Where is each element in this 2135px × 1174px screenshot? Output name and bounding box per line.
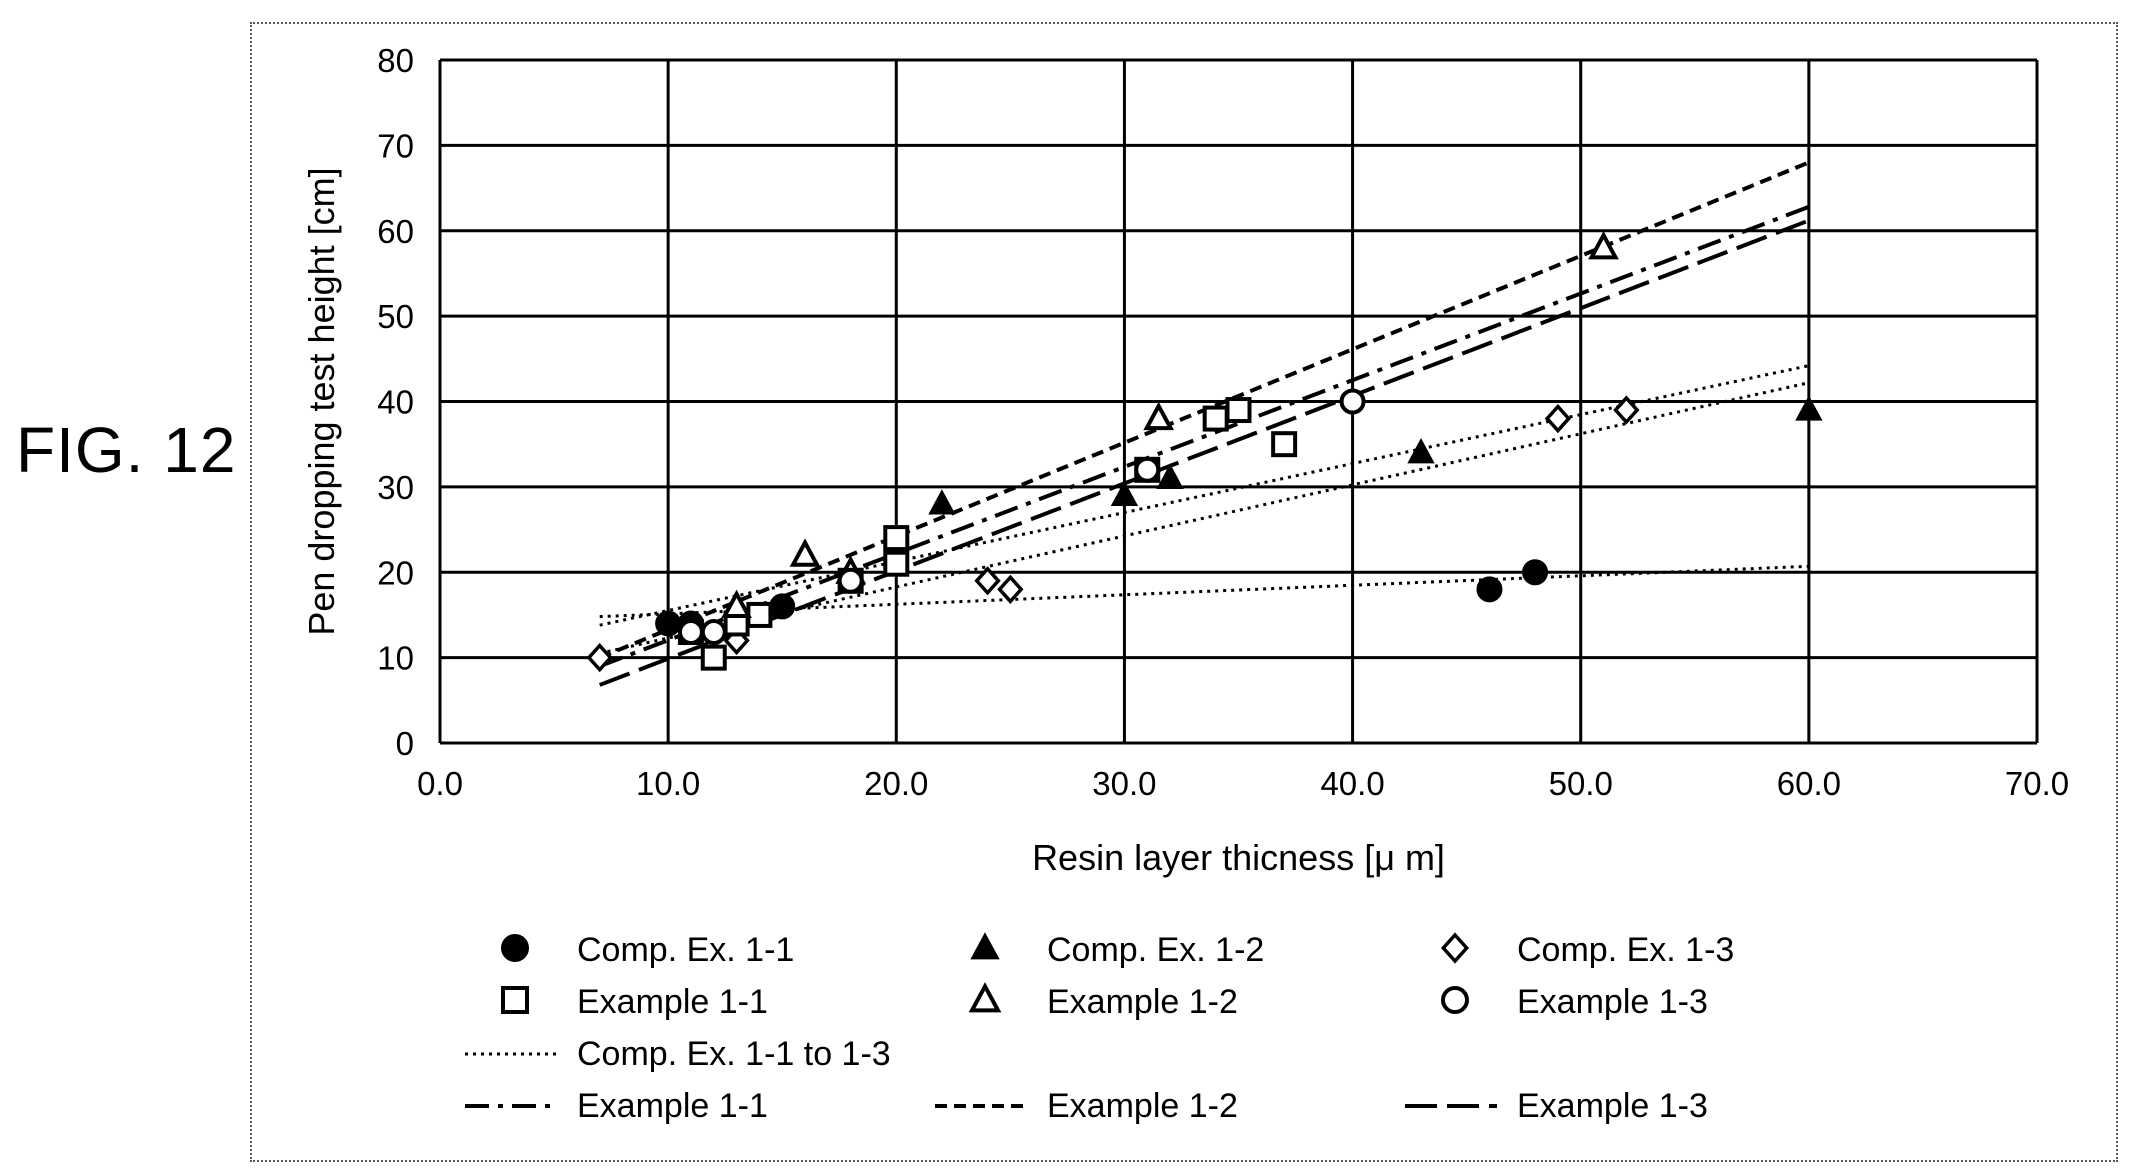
y-tick-label: 50: [377, 298, 414, 335]
legend-icon-open-diamond: [1440, 932, 1470, 964]
x-axis-title: Resin layer thicness [μ m]: [1032, 837, 1445, 878]
x-tick-label: 60.0: [1777, 765, 1841, 802]
legend-label: Example 1-2: [1047, 1087, 1238, 1125]
x-tick-label: 30.0: [1092, 765, 1156, 802]
y-tick-label: 30: [377, 469, 414, 506]
trendline-long-dash: [598, 218, 1810, 687]
y-tick-label: 70: [377, 127, 414, 164]
data-point-open-square: [1225, 397, 1252, 424]
data-point-open-diamond: [974, 566, 1001, 596]
y-tick-label: 0: [396, 725, 414, 762]
chart-frame: [250, 22, 2118, 1162]
legend-label: Comp. Ex. 1-2: [1047, 931, 1264, 969]
legend-label: Example 1-3: [1517, 983, 1708, 1021]
data-point-open-circle: [1134, 456, 1161, 483]
data-point-open-square: [883, 525, 910, 552]
legend-label: Comp. Ex. 1-3: [1517, 931, 1734, 969]
legend-icon-open-square: [501, 986, 529, 1014]
data-point-open-triangle: [1588, 231, 1619, 260]
data-point-open-square: [700, 644, 727, 671]
x-tick-label: 70.0: [2005, 765, 2069, 802]
data-point-open-diamond: [997, 574, 1024, 604]
data-point-open-circle: [677, 619, 704, 646]
x-tick-label: 50.0: [1549, 765, 1613, 802]
data-point-open-triangle: [1143, 401, 1175, 431]
legend-label: Comp. Ex. 1-1 to 1-3: [577, 1035, 891, 1073]
legend-icon-open-circle: [1441, 986, 1469, 1014]
data-point-filled-circle: [1476, 576, 1503, 603]
trendline-dotted: [599, 364, 1810, 627]
legend-icon-filled-circle: [501, 934, 529, 962]
data-point-open-diamond: [1544, 403, 1572, 434]
data-point-open-triangle: [789, 538, 821, 567]
legend-label: Example 1-2: [1047, 983, 1238, 1021]
data-point-open-circle: [700, 619, 727, 646]
legend-label: Comp. Ex. 1-1: [577, 931, 794, 969]
legend-label: Example 1-3: [1517, 1087, 1708, 1125]
data-point-filled-triangle: [1795, 395, 1823, 421]
legend-icon-open-triangle: [968, 982, 1002, 1013]
trendline-dash-dot: [598, 204, 1810, 669]
data-point-open-square: [883, 550, 910, 577]
legend-icon-filled-triangle: [970, 932, 1000, 960]
data-point-filled-triangle: [1110, 480, 1139, 507]
x-tick-label: 10.0: [636, 765, 700, 802]
figure-label: FIG. 12: [16, 414, 237, 486]
data-point-filled-triangle: [928, 489, 956, 515]
y-tick-label: 20: [377, 554, 414, 591]
y-tick-label: 80: [377, 42, 414, 79]
data-point-open-triangle: [721, 589, 752, 618]
legend-label: Example 1-1: [577, 983, 768, 1021]
data-point-filled-circle: [655, 610, 682, 637]
y-tick-label: 10: [377, 640, 414, 677]
y-tick-label: 60: [377, 213, 414, 250]
data-point-open-diamond: [586, 643, 613, 673]
data-point-open-square: [1202, 405, 1229, 432]
x-tick-label: 0.0: [417, 765, 463, 802]
y-axis-title: Pen dropping test height [cm]: [301, 167, 342, 635]
data-point-open-diamond: [1613, 395, 1640, 425]
x-tick-label: 20.0: [864, 765, 928, 802]
data-point-open-square: [746, 601, 773, 628]
data-point-filled-circle: [769, 593, 796, 620]
data-point-open-circle: [837, 567, 864, 594]
y-tick-label: 40: [377, 384, 414, 421]
data-point-filled-circle: [1522, 559, 1549, 586]
x-tick-label: 40.0: [1320, 765, 1384, 802]
data-point-filled-triangle: [1156, 463, 1184, 489]
legend-label: Example 1-1: [577, 1087, 768, 1125]
data-point-filled-triangle: [1407, 438, 1435, 464]
data-point-open-circle: [1339, 388, 1366, 415]
trendline-dotted: [599, 381, 1810, 655]
data-point-open-square: [1271, 431, 1298, 458]
